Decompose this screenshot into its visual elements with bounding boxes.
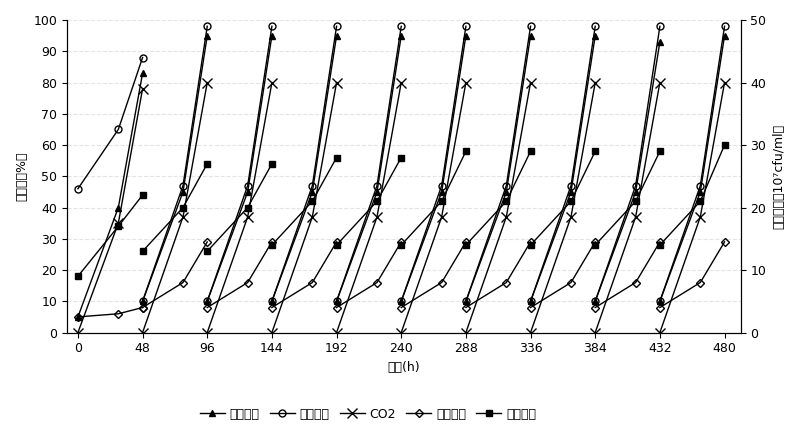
Y-axis label: 去除率（%）: 去除率（%） — [15, 152, 28, 201]
Line: 藻体浓度（10⁷cfu/ml）: 藻体浓度（10⁷cfu/ml） — [74, 54, 146, 192]
algae — [73, 274, 82, 279]
Y-axis label: 藻体浓度（10⁷cfu/ml）: 藻体浓度（10⁷cfu/ml） — [772, 124, 785, 229]
藻体浓度（10⁷cfu/ml） — [114, 127, 123, 132]
oil — [73, 314, 82, 320]
CO2 — [73, 330, 82, 335]
Line: CO2: CO2 — [73, 84, 147, 337]
X-axis label: 周期(h): 周期(h) — [388, 361, 420, 374]
oil — [138, 305, 147, 310]
藻体浓度（10⁷cfu/ml） — [138, 55, 147, 60]
Line: 去除率（%）: 去除率（%） — [74, 70, 146, 321]
Line: oil: oil — [75, 305, 146, 320]
CO2 — [114, 221, 123, 226]
藻体浓度（10⁷cfu/ml） — [73, 186, 82, 191]
algae — [138, 192, 147, 197]
CO2 — [138, 86, 147, 91]
去除率（%） — [73, 314, 82, 320]
oil — [114, 311, 123, 316]
algae — [114, 224, 123, 229]
去除率（%） — [138, 70, 147, 76]
去除率（%） — [114, 205, 123, 210]
Line: algae: algae — [74, 191, 146, 280]
Legend: 氮去除率, 磷去除率, CO2, 油脂含量, 藻体浓度: 氮去除率, 磷去除率, CO2, 油脂含量, 藻体浓度 — [194, 403, 542, 426]
